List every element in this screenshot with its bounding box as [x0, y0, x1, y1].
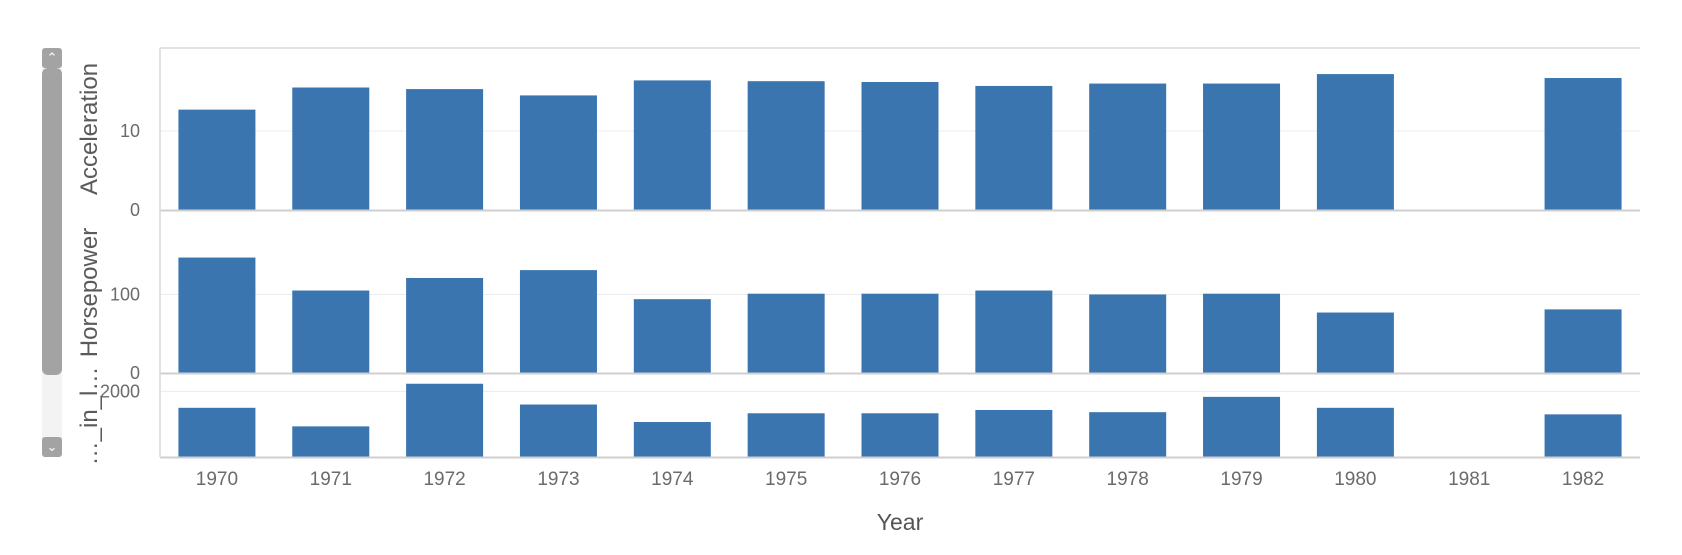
bar	[1544, 414, 1622, 457]
bar	[633, 80, 711, 211]
y-tick-label: 100	[110, 284, 140, 304]
bar	[861, 81, 939, 210]
bar	[747, 293, 825, 373]
bar	[1203, 293, 1281, 373]
bar	[178, 109, 256, 210]
y-tick-label: 2000	[100, 381, 140, 401]
bar	[1316, 312, 1394, 373]
bar	[633, 422, 711, 457]
bar	[975, 290, 1053, 373]
x-tick-label: 1976	[879, 469, 921, 490]
bar	[519, 404, 597, 457]
scroll-down-button[interactable]: ⌄	[42, 437, 62, 457]
bar	[1316, 407, 1394, 457]
y-tick-label: 0	[130, 200, 140, 220]
bar	[292, 290, 370, 373]
bar	[292, 426, 370, 457]
bar	[1089, 83, 1167, 210]
bar	[1203, 396, 1281, 457]
bar	[1544, 309, 1622, 373]
bar	[633, 299, 711, 373]
y-tick-label: 10	[120, 121, 140, 141]
bar	[747, 81, 825, 210]
x-tick-label: 1978	[1107, 469, 1149, 490]
bar	[1316, 74, 1394, 210]
x-tick-label: 1979	[1220, 469, 1262, 490]
x-axis-label: Year	[877, 509, 924, 535]
bar	[747, 413, 825, 457]
bar	[1089, 412, 1167, 457]
bar	[861, 413, 939, 457]
bar	[406, 277, 484, 373]
x-tick-label: 1973	[537, 469, 579, 490]
x-tick-label: 1974	[651, 469, 694, 490]
bar	[975, 85, 1053, 210]
bar	[1089, 294, 1167, 373]
x-tick-label: 1977	[993, 469, 1035, 490]
bar	[178, 407, 256, 457]
y-axis-label: Acceleration	[76, 63, 103, 195]
bar	[1203, 83, 1281, 210]
x-tick-label: 1981	[1448, 469, 1490, 490]
y-axis-label: Horsepower	[76, 228, 103, 357]
x-tick-label: 1971	[310, 469, 352, 490]
bar	[519, 95, 597, 210]
x-tick-label: 1970	[196, 469, 238, 490]
bar	[406, 89, 484, 210]
bar	[1544, 78, 1622, 210]
x-tick-label: 1982	[1562, 469, 1604, 490]
x-tick-label: 1980	[1334, 469, 1376, 490]
bar	[861, 293, 939, 373]
y-axis-label: …_in_l…	[76, 367, 103, 466]
x-tick-label: 1972	[423, 469, 465, 490]
scroll-up-button[interactable]: ⌃	[42, 48, 62, 68]
scrollbar-thumb[interactable]	[42, 68, 62, 375]
chevron-down-icon: ⌄	[46, 439, 58, 454]
x-tick-label: 1975	[765, 469, 807, 490]
chevron-up-icon: ⌃	[46, 50, 58, 65]
bar	[406, 383, 484, 457]
bar	[178, 257, 256, 373]
bar	[292, 87, 370, 210]
y-tick-label: 0	[130, 363, 140, 383]
bar	[519, 270, 597, 373]
bar	[975, 409, 1053, 457]
